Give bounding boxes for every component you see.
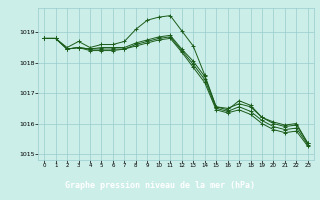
- Text: Graphe pression niveau de la mer (hPa): Graphe pression niveau de la mer (hPa): [65, 180, 255, 190]
